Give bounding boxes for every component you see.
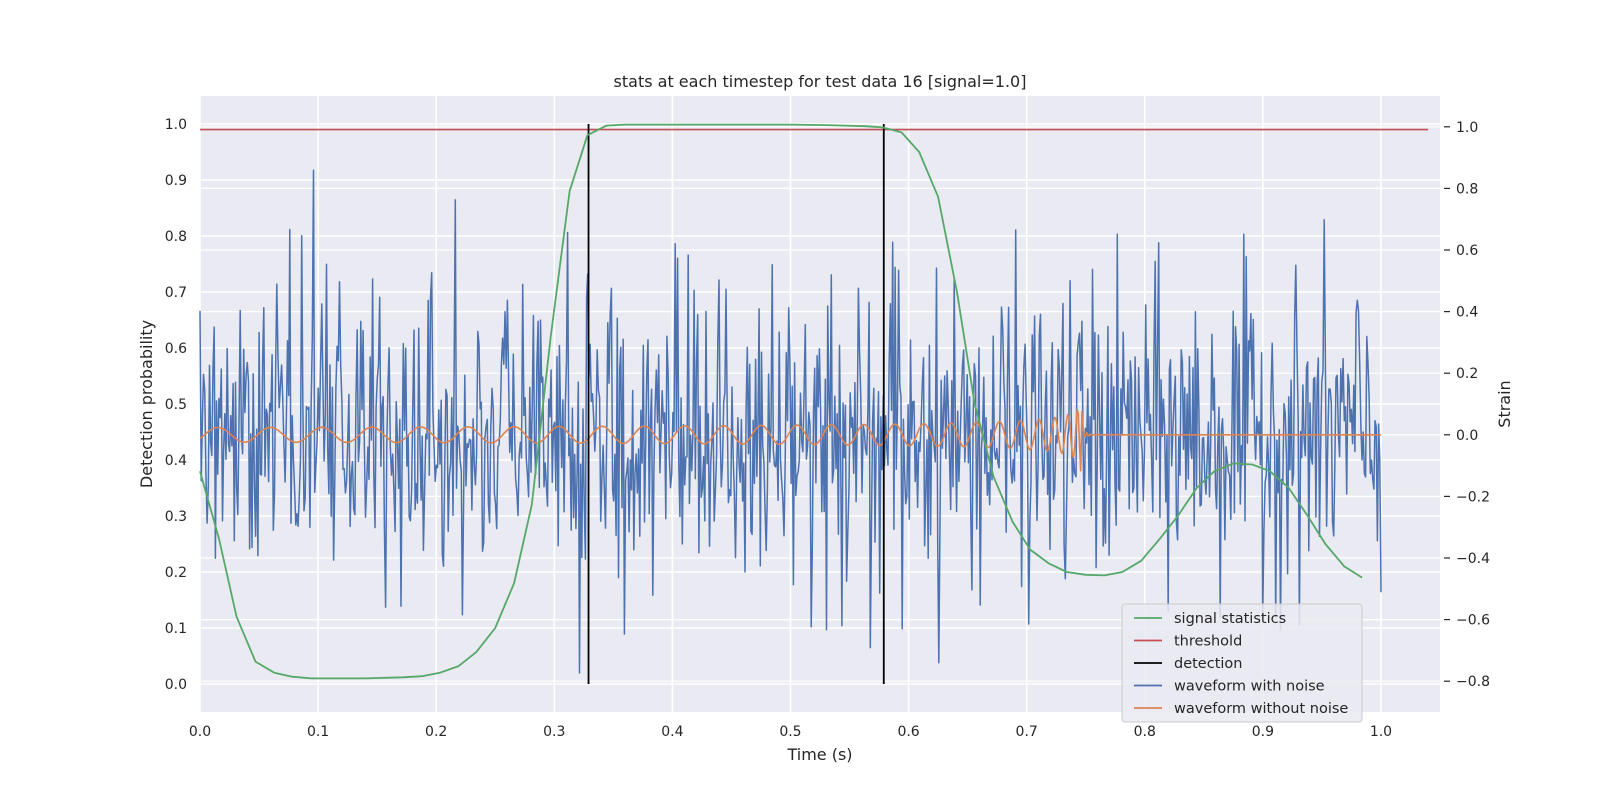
y-left-tick-label: 1.0 bbox=[165, 117, 187, 133]
legend: signal statistics threshold detection wavef… bbox=[1121, 603, 1363, 723]
legend-label: detection bbox=[1174, 656, 1242, 672]
x-axis-title: Time (s) bbox=[786, 745, 852, 764]
x-tick-label: 0.9 bbox=[1252, 724, 1274, 740]
x-tick-label: 0.7 bbox=[1016, 724, 1038, 740]
y-right-tick-label: 0.0 bbox=[1456, 428, 1478, 444]
y-left-tick-label: 0.3 bbox=[165, 509, 187, 525]
x-tick-label: 1.0 bbox=[1370, 724, 1392, 740]
y-left-tick-label: 0.6 bbox=[165, 341, 187, 357]
series-waveform-with-noise bbox=[199, 169, 1382, 674]
y-left-tick-label: 0.0 bbox=[165, 677, 187, 693]
y-right-tick-label: −0.8 bbox=[1456, 674, 1490, 690]
x-tick-label: 0.5 bbox=[779, 724, 801, 740]
x-tick-label: 0.6 bbox=[897, 724, 919, 740]
y-right-axis-title: Strain bbox=[1495, 380, 1514, 427]
series-signal-statistics bbox=[199, 123, 1363, 680]
y-right-tick-label: 0.4 bbox=[1456, 305, 1478, 321]
legend-box bbox=[1121, 603, 1363, 723]
y-right-tick-label: −0.6 bbox=[1456, 613, 1490, 629]
y-left-tick-label: 0.7 bbox=[165, 285, 187, 301]
noise-layer bbox=[199, 169, 1382, 674]
y-right-tick-label: −0.4 bbox=[1456, 551, 1490, 567]
y-left-tick-label: 0.8 bbox=[165, 229, 187, 245]
y-left-tick-label: 0.5 bbox=[165, 397, 187, 413]
legend-label: threshold bbox=[1174, 634, 1242, 650]
y-left-tick-label: 0.1 bbox=[165, 621, 187, 637]
y-left-axis-title: Detection probability bbox=[137, 320, 156, 488]
series-waveform-without-noise bbox=[199, 408, 1381, 472]
detection-layer bbox=[587, 124, 885, 684]
y-left-tick-label: 0.2 bbox=[165, 565, 187, 581]
grid bbox=[199, 96, 1440, 712]
x-tick-label: 0.4 bbox=[661, 724, 683, 740]
y-right-tick-label: 0.6 bbox=[1456, 243, 1478, 259]
y-right-tick-label: −0.2 bbox=[1456, 489, 1490, 505]
x-tick-label: 0.8 bbox=[1134, 724, 1156, 740]
y-left-ticks: 0.0 0.1 0.2 0.3 0.4 0.5 0.6 0.7 0.8 0.9 1.0 bbox=[165, 117, 187, 693]
chart-title: stats at each timestep for test data 16 … bbox=[614, 72, 1027, 91]
stat-layer bbox=[199, 123, 1363, 680]
x-tick-label: 0.3 bbox=[543, 724, 565, 740]
legend-label: signal statistics bbox=[1174, 611, 1286, 627]
y-left-tick-label: 0.9 bbox=[165, 173, 187, 189]
x-ticks: 0.0 0.1 0.2 0.3 0.4 0.5 0.6 0.7 0.8 0.9 1.0 bbox=[189, 724, 1392, 740]
y-right-tick-label: 0.2 bbox=[1456, 366, 1478, 382]
clean-layer bbox=[199, 408, 1381, 472]
legend-items: signal statistics threshold detection wavef… bbox=[1134, 611, 1348, 717]
x-tick-label: 0.2 bbox=[425, 724, 447, 740]
y-right-tick-label: 1.0 bbox=[1456, 120, 1478, 136]
x-tick-label: 0.1 bbox=[307, 724, 329, 740]
x-tick-label: 0.0 bbox=[189, 724, 211, 740]
legend-label: waveform without noise bbox=[1174, 701, 1348, 717]
y-left-tick-label: 0.4 bbox=[165, 453, 187, 469]
y-right-tick-label: 0.8 bbox=[1456, 181, 1478, 197]
legend-label: waveform with noise bbox=[1174, 679, 1325, 695]
y-right-ticks: −0.8 −0.6 −0.4 −0.2 0.0 0.2 0.4 0.6 0.8 1.0 bbox=[1444, 120, 1490, 690]
